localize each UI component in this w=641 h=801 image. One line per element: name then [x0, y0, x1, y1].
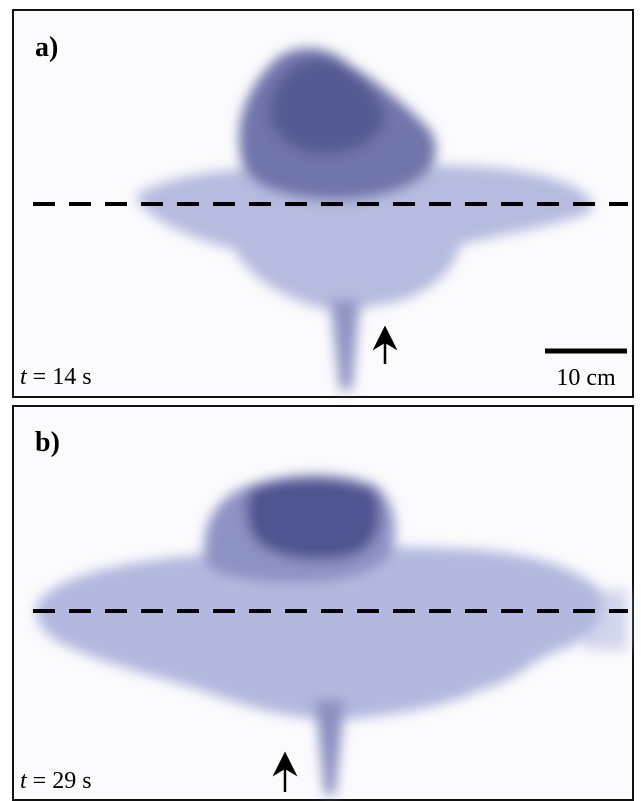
figure: a) t = 14 s 10 cm b) t = 29 s	[0, 0, 641, 801]
panel-label: a)	[35, 32, 58, 63]
panel-a: a) t = 14 s 10 cm	[13, 10, 633, 397]
text: t	[20, 768, 28, 794]
text: = 14 s	[33, 364, 92, 390]
time-label: t = 14 s	[20, 364, 92, 390]
scale-bar-label: 10 cm	[556, 365, 616, 391]
panel-b: b) t = 29 s	[13, 406, 633, 800]
text: = 29 s	[33, 768, 92, 794]
time-label: t = 29 s	[20, 768, 92, 794]
panel-label: b)	[35, 427, 60, 458]
text: t	[20, 364, 28, 390]
